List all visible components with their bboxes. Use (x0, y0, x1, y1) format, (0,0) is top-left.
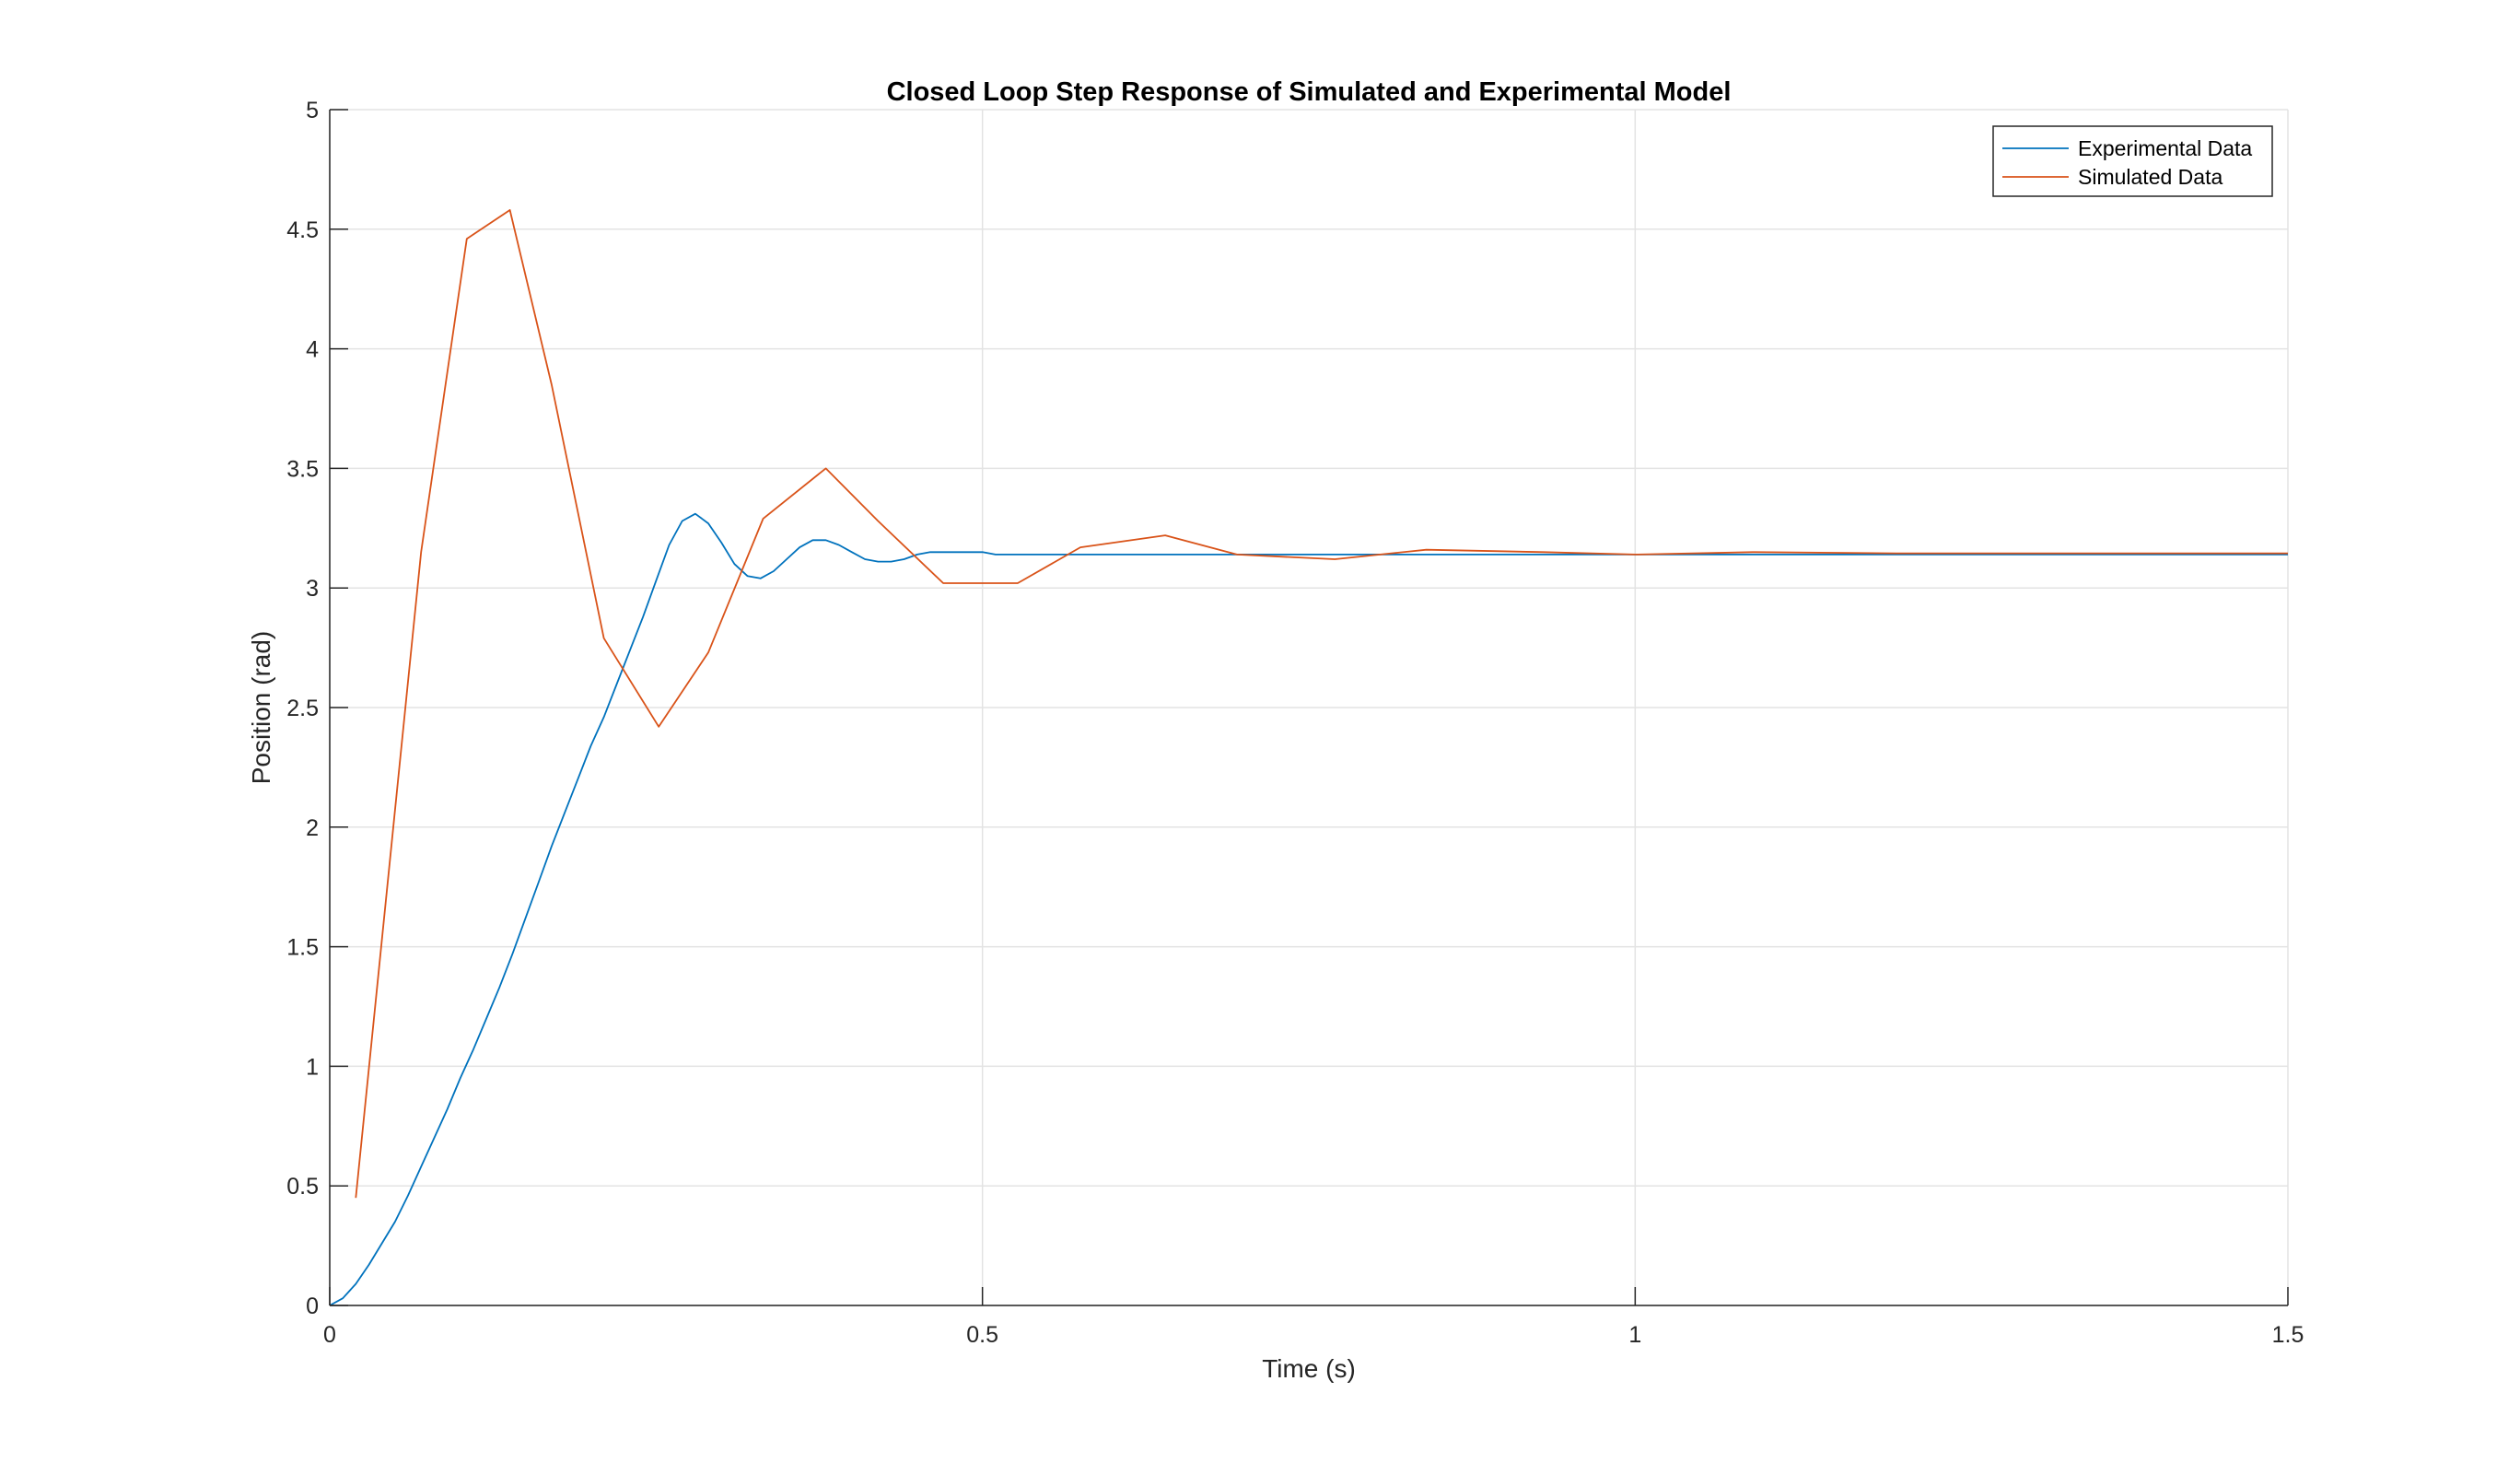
series-line-experimental-data (329, 512, 2288, 1306)
y-tick-label: 4.5 (286, 217, 319, 243)
y-tick-label: 1.5 (286, 935, 319, 961)
y-tick-label: 5 (306, 98, 319, 123)
series-line-simulated-data (355, 209, 2288, 1199)
x-tick-label: 1.5 (2272, 1322, 2304, 1348)
x-tick-label: 0 (323, 1322, 336, 1348)
x-axis-title: Time (s) (1262, 1354, 1356, 1383)
legend-box (1992, 125, 2273, 197)
y-tick-label: 2 (306, 815, 319, 841)
x-tick-label: 0.5 (966, 1322, 998, 1348)
y-tick-label: 0 (306, 1293, 319, 1319)
y-tick-label: 4 (306, 337, 319, 363)
x-tick-label: 1 (1628, 1322, 1641, 1348)
y-tick-label: 1 (306, 1054, 319, 1080)
y-tick-label: 3.5 (286, 456, 319, 482)
y-tick-label: 2.5 (286, 696, 319, 721)
series-lines (329, 209, 2288, 1306)
legend-label-experimental: Experimental Data (2078, 136, 2252, 160)
y-tick-label: 3 (306, 576, 319, 602)
axes (329, 109, 2289, 1306)
y-axis-title: Position (rad) (247, 631, 275, 785)
chart-title: Closed Loop Step Response of Simulated a… (887, 77, 1732, 107)
legend: Experimental Data Simulated Data (1992, 125, 2273, 197)
y-tick-label: 0.5 (286, 1174, 319, 1200)
tick-labels: 0 0.5 1 1.5 0 0.5 1 1.5 2 2.5 3 3.5 4 4.5 5 (286, 98, 2304, 1348)
legend-label-simulated: Simulated Data (2078, 165, 2222, 189)
